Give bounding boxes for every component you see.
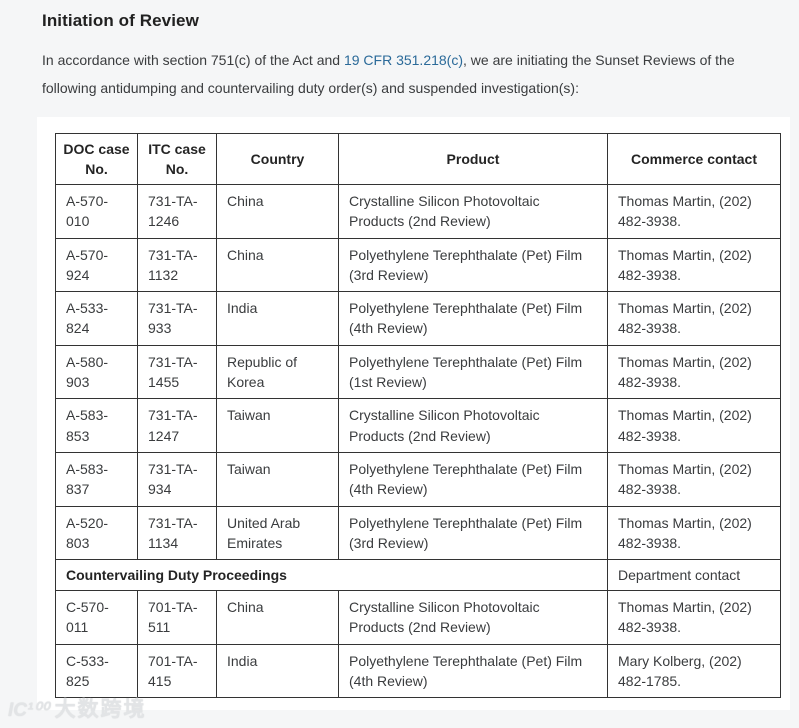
product-cell: Crystalline Silicon Photovoltaic Product… <box>338 590 608 645</box>
table-row: A-533-824 731-TA-933 India Polyethylene … <box>55 291 781 346</box>
itc-case-cell: 731-TA-933 <box>137 291 217 346</box>
doc-case-cell: A-580-903 <box>55 344 138 400</box>
itc-case-cell: 731-TA-1247 <box>137 398 217 453</box>
section-contact-header: Department contact <box>607 559 781 592</box>
itc-case-cell: 701-TA-511 <box>137 590 217 645</box>
product-cell: Crystalline Silicon Photovoltaic Product… <box>338 184 608 239</box>
product-cell: Polyethylene Terephthalate (Pet) Film (1… <box>338 344 608 400</box>
product-cell: Polyethylene Terephthalate (Pet) Film (4… <box>338 291 608 346</box>
col-header-commerce-contact: Commerce contact <box>607 133 781 185</box>
table-row: A-583-853 731-TA-1247 Taiwan Crystalline… <box>55 398 781 453</box>
col-header-country: Country <box>216 133 339 185</box>
doc-case-cell: C-533-825 <box>55 643 138 699</box>
intro-text-after: , we are initiating the Sunset Reviews o… <box>42 52 735 96</box>
doc-case-cell: A-583-837 <box>55 451 138 507</box>
col-header-itc-case: ITC case No. <box>137 133 217 185</box>
doc-case-cell: A-533-824 <box>55 291 138 346</box>
section-label: Countervailing Duty Proceedings <box>55 559 608 592</box>
contact-cell: Thomas Martin, (202) 482-3938. <box>607 505 781 561</box>
itc-case-cell: 701-TA-415 <box>137 643 217 699</box>
itc-case-cell: 731-TA-934 <box>137 451 217 507</box>
col-header-doc-case: DOC case No. <box>55 133 138 185</box>
doc-case-cell: A-520-803 <box>55 505 138 561</box>
table-row: A-570-924 731-TA-1132 China Polyethylene… <box>55 237 781 293</box>
product-cell: Polyethylene Terephthalate (Pet) Film (3… <box>338 237 608 293</box>
contact-cell: Thomas Martin, (202) 482-3938. <box>607 451 781 507</box>
col-header-product: Product <box>338 133 608 185</box>
country-cell: India <box>216 643 339 699</box>
product-cell: Polyethylene Terephthalate (Pet) Film (3… <box>338 505 608 561</box>
itc-case-cell: 731-TA-1455 <box>137 344 217 400</box>
country-cell: United Arab Emirates <box>216 505 339 561</box>
table-row: A-583-837 731-TA-934 Taiwan Polyethylene… <box>55 451 781 507</box>
table-card: DOC case No. ITC case No. Country Produc… <box>37 117 790 710</box>
product-cell: Crystalline Silicon Photovoltaic Product… <box>338 398 608 453</box>
page-title: Initiation of Review <box>42 11 199 30</box>
table-header-row: DOC case No. ITC case No. Country Produc… <box>55 133 781 185</box>
country-cell: India <box>216 291 339 346</box>
itc-case-cell: 731-TA-1134 <box>137 505 217 561</box>
contact-cell: Thomas Martin, (202) 482-3938. <box>607 398 781 453</box>
sunset-reviews-table: DOC case No. ITC case No. Country Produc… <box>55 133 781 699</box>
country-cell: China <box>216 237 339 293</box>
table-row: A-580-903 731-TA-1455 Republic of Korea … <box>55 344 781 400</box>
intro-text-before: In accordance with section 751(c) of the… <box>42 52 344 68</box>
doc-case-cell: A-570-924 <box>55 237 138 293</box>
country-cell: China <box>216 590 339 645</box>
country-cell: Taiwan <box>216 451 339 507</box>
product-cell: Polyethylene Terephthalate (Pet) Film (4… <box>338 451 608 507</box>
contact-cell: Thomas Martin, (202) 482-3938. <box>607 590 781 645</box>
itc-case-cell: 731-TA-1246 <box>137 184 217 239</box>
doc-case-cell: C-570-011 <box>55 590 138 645</box>
cfr-regulation-link[interactable]: 19 CFR 351.218(c) <box>343 52 464 68</box>
contact-cell: Thomas Martin, (202) 482-3938. <box>607 344 781 400</box>
country-cell: China <box>216 184 339 239</box>
doc-case-cell: A-583-853 <box>55 398 138 453</box>
country-cell: Taiwan <box>216 398 339 453</box>
table-row: A-570-010 731-TA-1246 China Crystalline … <box>55 184 781 239</box>
intro-paragraph: In accordance with section 751(c) of the… <box>42 46 757 102</box>
itc-case-cell: 731-TA-1132 <box>137 237 217 293</box>
contact-cell: Thomas Martin, (202) 482-3938. <box>607 184 781 239</box>
section-divider-row: Countervailing Duty Proceedings Departme… <box>55 559 781 592</box>
table-row: C-533-825 701-TA-415 India Polyethylene … <box>55 643 781 699</box>
table-row: A-520-803 731-TA-1134 United Arab Emirat… <box>55 505 781 561</box>
country-cell: Republic of Korea <box>216 344 339 400</box>
contact-cell: Thomas Martin, (202) 482-3938. <box>607 237 781 293</box>
contact-cell: Mary Kolberg, (202) 482-1785. <box>607 643 781 699</box>
table-row: C-570-011 701-TA-511 China Crystalline S… <box>55 590 781 645</box>
doc-case-cell: A-570-010 <box>55 184 138 239</box>
contact-cell: Thomas Martin, (202) 482-3938. <box>607 291 781 346</box>
product-cell: Polyethylene Terephthalate (Pet) Film (4… <box>338 643 608 699</box>
